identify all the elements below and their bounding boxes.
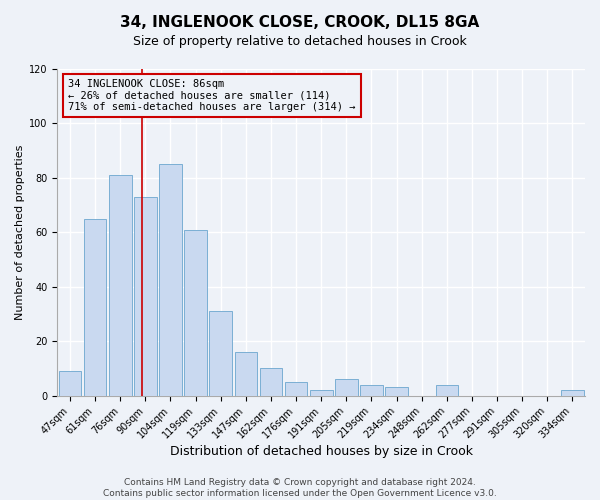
Bar [134,197,157,396]
Text: Size of property relative to detached houses in Crook: Size of property relative to detached ho… [133,35,467,48]
Bar [109,175,131,396]
Bar [235,352,257,396]
Y-axis label: Number of detached properties: Number of detached properties [15,144,25,320]
Bar [335,380,358,396]
Bar [184,230,207,396]
Bar [84,218,106,396]
Bar [360,384,383,396]
Bar [209,311,232,396]
Bar [159,164,182,396]
Bar [59,371,81,396]
Bar [260,368,282,396]
Bar [561,390,584,396]
Bar [285,382,307,396]
Text: 34 INGLENOOK CLOSE: 86sqm
← 26% of detached houses are smaller (114)
71% of semi: 34 INGLENOOK CLOSE: 86sqm ← 26% of detac… [68,79,355,112]
Text: Contains HM Land Registry data © Crown copyright and database right 2024.
Contai: Contains HM Land Registry data © Crown c… [103,478,497,498]
X-axis label: Distribution of detached houses by size in Crook: Distribution of detached houses by size … [170,444,473,458]
Bar [385,388,408,396]
Bar [436,384,458,396]
Bar [310,390,332,396]
Text: 34, INGLENOOK CLOSE, CROOK, DL15 8GA: 34, INGLENOOK CLOSE, CROOK, DL15 8GA [121,15,479,30]
